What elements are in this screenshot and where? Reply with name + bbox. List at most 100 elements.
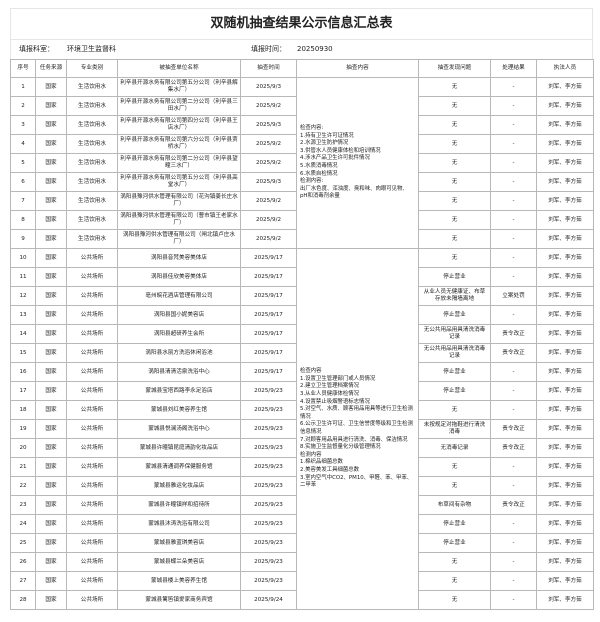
date-cell: 2025/9/23 xyxy=(240,419,297,439)
source-cell: 国家 xyxy=(35,419,67,439)
officers-cell: 刘军、李方茹 xyxy=(536,419,594,439)
issues-cell: 停止营业 xyxy=(418,533,491,553)
result-cell: - xyxy=(490,305,537,325)
index-cell: 6 xyxy=(10,172,36,192)
category-cell: 公共场所 xyxy=(66,476,118,496)
index-cell: 16 xyxy=(10,362,36,382)
category-cell: 生活饮用水 xyxy=(66,229,118,249)
result-cell: - xyxy=(490,248,537,268)
col-content-header: 抽查内容 xyxy=(296,59,419,78)
category-cell: 公共场所 xyxy=(66,514,118,534)
table-row: 7 国家 生活饮用水 涡阳县豫河供水管理有限公司（花沟镇姜长庄水厂） 2025/9/2 无… xyxy=(10,191,594,211)
table-row: 4 国家 生活饮用水 利辛县开源水务有限公司第六分公司（利辛县贾桥水厂） 2025/9/… xyxy=(10,134,594,154)
officers-cell: 刘军、李方茹 xyxy=(536,533,594,553)
officers-cell: 刘军、李方茹 xyxy=(536,248,594,268)
issues-cell: 从业人员无健康证、布草存放未隔墙离地 xyxy=(418,286,491,306)
index-cell: 24 xyxy=(10,514,36,534)
date-cell: 2025/9/2 xyxy=(240,191,297,211)
index-cell: 26 xyxy=(10,552,36,572)
issues-cell: 无 xyxy=(418,210,491,230)
result-cell: - xyxy=(490,115,537,135)
index-cell: 8 xyxy=(10,210,36,230)
category-cell: 生活饮用水 xyxy=(66,134,118,154)
unit-name-cell: 利辛县开源水务有限公司第六分公司（利辛县贾桥水厂） xyxy=(117,134,241,154)
category-cell: 公共场所 xyxy=(66,438,118,458)
unit-name-cell: 蒙城县许疃镇昆庭清韵化妆品店 xyxy=(117,438,241,458)
issues-cell: 无 xyxy=(418,172,491,192)
date-cell: 2025/9/23 xyxy=(240,552,297,572)
table-row: 5 国家 生活饮用水 利辛县开源水务有限公司第二分公司（利辛县望疃三水厂） 2025/9… xyxy=(10,153,594,173)
index-cell: 5 xyxy=(10,153,36,173)
index-cell: 19 xyxy=(10,419,36,439)
unit-name-cell: 涡阳县豫河供水管理有限公司（闸北镇卢庄水厂） xyxy=(117,229,241,249)
result-cell: 立案处罚 xyxy=(490,286,537,306)
index-cell: 10 xyxy=(10,248,36,268)
issues-cell: 停止营业 xyxy=(418,381,491,401)
result-cell: - xyxy=(490,533,537,553)
result-cell: - xyxy=(490,381,537,401)
category-cell: 生活饮用水 xyxy=(66,96,118,116)
col-unit-name-header: 被抽查单位名称 xyxy=(117,59,241,78)
category-cell: 生活饮用水 xyxy=(66,115,118,135)
category-cell: 公共场所 xyxy=(66,286,118,306)
issues-cell: 无 xyxy=(418,96,491,116)
dept-label: 填报科室： xyxy=(19,45,54,53)
issues-cell: 无 xyxy=(418,134,491,154)
date-cell: 2025/9/17 xyxy=(240,286,297,306)
officers-cell: 刘军、李方茹 xyxy=(536,438,594,458)
issues-cell: 无 xyxy=(418,153,491,173)
table-row: 21 国家 公共场所 蒙城县清通调养保健服务馆 2025/9/23 无 - 刘军、李方茹 xyxy=(10,457,594,477)
unit-name-cell: 蒙城县篱笆镇爱家商务宾馆 xyxy=(117,590,241,610)
source-cell: 国家 xyxy=(35,305,67,325)
index-cell: 2 xyxy=(10,96,36,116)
result-cell: - xyxy=(490,552,537,572)
table-row: 26 国家 公共场所 蒙城县蝶兰朵美容店 2025/9/23 无 - 刘军、李方茹 xyxy=(10,552,594,572)
source-cell: 国家 xyxy=(35,590,67,610)
category-cell: 公共场所 xyxy=(66,267,118,287)
table-row: 11 国家 公共场所 涡阳县佳欣美容美体店 2025/9/17 停止营业 - 刘军、李方茹 xyxy=(10,267,594,287)
index-cell: 20 xyxy=(10,438,36,458)
header-row: 序号 任务来源 专业类别 被抽查单位名称 抽查时间 抽查内容 抽查发现问题 处理结果 执法人员 xyxy=(10,59,594,78)
officers-cell: 刘军、李方茹 xyxy=(536,172,594,192)
issues-cell: 未按规定对拖鞋进行清洗消毒 xyxy=(418,419,491,439)
col-date-header: 抽查时间 xyxy=(240,59,297,78)
source-cell: 国家 xyxy=(35,172,67,192)
officers-cell: 刘军、李方茹 xyxy=(536,571,594,591)
category-cell: 公共场所 xyxy=(66,343,118,363)
issues-cell: 无公共用品用具清洗消毒记录 xyxy=(418,343,491,363)
content-water-cell: 检查内容: 1.持有卫生许可证情况 2.水源卫生防护情况 3.供管水人员健康体检… xyxy=(296,77,419,249)
unit-name-cell: 利辛县开源水务有限公司第二分公司（利辛县三田水厂） xyxy=(117,96,241,116)
officers-cell: 刘军、李方茹 xyxy=(536,362,594,382)
officers-cell: 刘军、李方茹 xyxy=(536,229,594,249)
result-cell: 责令改正 xyxy=(490,343,537,363)
source-cell: 国家 xyxy=(35,324,67,344)
table-row: 27 国家 公共场所 蒙城县楼上美容养生馆 2025/9/23 无 - 刘军、李方茹 xyxy=(10,571,594,591)
officers-cell: 刘军、李方茹 xyxy=(536,552,594,572)
officers-cell: 刘军、李方茹 xyxy=(536,400,594,420)
unit-name-cell: 利辛县开源水务有限公司第五分公司（利辛县解集水厂） xyxy=(117,77,241,97)
index-cell: 25 xyxy=(10,533,36,553)
table-row: 10 国家 公共场所 涡阳县音梵美容美体店 2025/9/17 检查内容 1.设置卫生管理… xyxy=(10,248,594,610)
result-cell: - xyxy=(490,77,537,97)
officers-cell: 刘军、李方茹 xyxy=(536,191,594,211)
result-cell: 责令改正 xyxy=(490,419,537,439)
category-cell: 生活饮用水 xyxy=(66,210,118,230)
table-row: 25 国家 公共场所 蒙城县雅蓝琪美容店 2025/9/23 停止营业 - 刘军、李方茹 xyxy=(10,533,594,553)
table-row: 23 国家 公共场所 蒙城县许疃镇祥和招待所 2025/9/23 布草间有杂物 责令改正 刘军… xyxy=(10,495,594,515)
category-cell: 公共场所 xyxy=(66,362,118,382)
date-cell: 2025/9/2 xyxy=(240,96,297,116)
officers-cell: 刘军、李方茹 xyxy=(536,324,594,344)
result-cell: - xyxy=(490,191,537,211)
issues-cell: 无消毒记录 xyxy=(418,438,491,458)
col-result-header: 处理结果 xyxy=(490,59,537,78)
col-officers-header: 执法人员 xyxy=(536,59,594,78)
date-cell: 2025/9/23 xyxy=(240,571,297,591)
officers-cell: 刘军、李方茹 xyxy=(536,343,594,363)
index-cell: 1 xyxy=(10,77,36,97)
index-cell: 13 xyxy=(10,305,36,325)
date-cell: 2025/9/17 xyxy=(240,324,297,344)
officers-cell: 刘军、李方茹 xyxy=(536,381,594,401)
table-row: 24 国家 公共场所 蒙城县沐涛洗浴有限公司 2025/9/23 停止营业 - 刘军、李方茹 xyxy=(10,514,594,534)
index-cell: 17 xyxy=(10,381,36,401)
unit-name-cell: 利辛县开源水务有限公司第四分公司（利辛县王店水厂） xyxy=(117,115,241,135)
